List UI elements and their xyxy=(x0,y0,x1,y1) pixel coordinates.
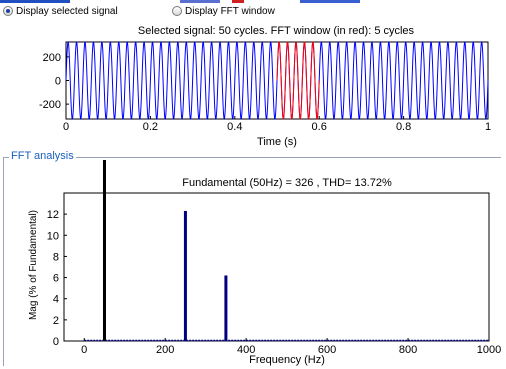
signal-x-tick-label: 0.4 xyxy=(227,121,242,133)
display-options: Display selected signal Display FFT wind… xyxy=(0,0,506,20)
signal-x-tick-label: 0.2 xyxy=(143,121,158,133)
display-selected-signal-label[interactable]: Display selected signal xyxy=(16,6,118,17)
fft-bar xyxy=(224,275,228,341)
fft-plot-title: Fundamental (50Hz) = 326 , THD= 13.72% xyxy=(182,177,392,189)
fft-x-tick-label: 400 xyxy=(237,344,255,356)
fft-x-tick-label: 200 xyxy=(156,344,174,356)
fft-x-tick-label: 1000 xyxy=(477,344,501,356)
fft-x-tick-label: 0 xyxy=(81,344,87,356)
signal-x-tick-label: 0.8 xyxy=(396,121,411,133)
fft-x-tick-label: 800 xyxy=(399,344,417,356)
fft-y-tick-label: 12 xyxy=(47,209,59,221)
fft-bar xyxy=(102,160,106,341)
signal-x-tick-label: 1 xyxy=(485,121,491,133)
display-selected-signal-radio[interactable] xyxy=(3,6,13,16)
fft-bar xyxy=(183,210,187,341)
fft-x-axis-label: Frequency (Hz) xyxy=(249,354,325,366)
signal-y-tick-label: 200 xyxy=(43,52,61,64)
clipped-toolbar-fragment xyxy=(232,0,244,3)
clipped-toolbar-fragment xyxy=(300,0,360,3)
fft-x-tick-label: 600 xyxy=(318,344,336,356)
signal-x-tick-label: 0.6 xyxy=(312,121,327,133)
fft-axes-box xyxy=(63,192,490,342)
fft-y-axis-label: Mag (% of Fundamental) xyxy=(28,210,39,320)
signal-x-axis-label: Time (s) xyxy=(257,136,297,148)
radio-selected-dot xyxy=(6,9,10,13)
fft-y-tick-label: 0 xyxy=(53,336,59,348)
signal-y-tick-label: 0 xyxy=(55,76,61,88)
fft-y-tick-label: 6 xyxy=(53,273,59,285)
fft-y-tick-label: 10 xyxy=(47,230,59,242)
signal-x-tick-label: 0 xyxy=(63,121,69,133)
fft-bars xyxy=(84,160,489,342)
display-fft-window-radio[interactable] xyxy=(172,6,182,16)
signal-plot: Selected signal: 50 cycles. FFT window (… xyxy=(39,25,491,148)
clipped-toolbar-fragment xyxy=(180,0,220,3)
display-fft-window-label[interactable]: Display FFT window xyxy=(185,6,275,17)
fft-y-tick-label: 8 xyxy=(53,251,59,263)
fft-y-tick-label: 2 xyxy=(53,315,59,327)
fft-analysis-panel xyxy=(3,157,501,366)
signal-plot-title: Selected signal: 50 cycles. FFT window (… xyxy=(138,25,415,37)
fft-analysis-panel-title: FFT analysis xyxy=(9,150,76,163)
fft-axis-ticks: 0 200 400 600 800 1000 0 2 4 6 8 10 12 xyxy=(47,209,501,356)
fft-window-waveform xyxy=(276,41,320,120)
fft-y-tick-label: 4 xyxy=(53,294,59,306)
clipped-toolbar-fragment xyxy=(0,0,70,3)
signal-y-tick-label: -200 xyxy=(39,99,61,111)
